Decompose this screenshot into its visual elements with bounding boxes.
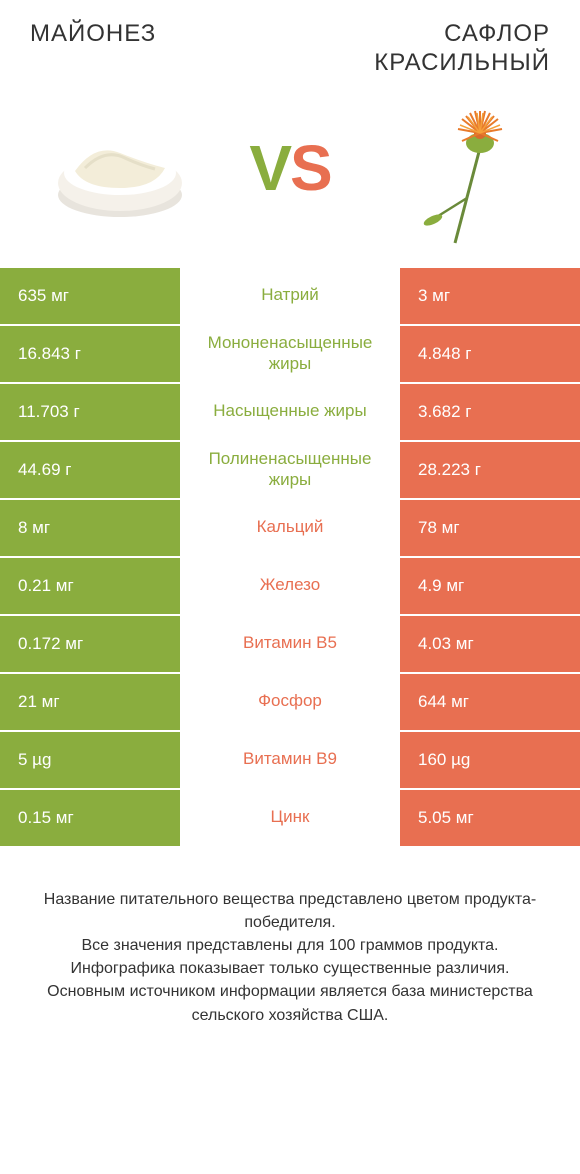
cell-label: Цинк bbox=[180, 790, 400, 846]
cell-label: Фосфор bbox=[180, 674, 400, 730]
cell-right: 4.03 мг bbox=[400, 616, 580, 672]
cell-label: Насыщенные жиры bbox=[180, 384, 400, 440]
cell-left: 0.172 мг bbox=[0, 616, 180, 672]
cell-left: 8 мг bbox=[0, 500, 180, 556]
table-row: 5 µgВитамин B9160 µg bbox=[0, 732, 580, 790]
cell-right: 78 мг bbox=[400, 500, 580, 556]
vs-label: VS bbox=[249, 131, 330, 205]
cell-left: 0.15 мг bbox=[0, 790, 180, 846]
title-right: САФЛОР КРАСИЛЬНЫЙ bbox=[374, 20, 550, 78]
cell-left: 635 мг bbox=[0, 268, 180, 324]
cell-left: 5 µg bbox=[0, 732, 180, 788]
cell-right: 160 µg bbox=[400, 732, 580, 788]
cell-right: 3.682 г bbox=[400, 384, 580, 440]
footer-line-2: Все значения представлены для 100 граммо… bbox=[30, 934, 550, 957]
cell-label: Железо bbox=[180, 558, 400, 614]
title-right-l1: САФЛОР bbox=[444, 20, 550, 47]
footer-line-1: Название питательного вещества представл… bbox=[30, 888, 550, 934]
cell-right: 28.223 г bbox=[400, 442, 580, 498]
title-left: МАЙОНЕЗ bbox=[30, 20, 156, 78]
table-row: 0.172 мгВитамин B54.03 мг bbox=[0, 616, 580, 674]
table-row: 635 мгНатрий3 мг bbox=[0, 268, 580, 326]
table-row: 0.15 мгЦинк5.05 мг bbox=[0, 790, 580, 848]
cell-label: Мононенасыщенные жиры bbox=[180, 326, 400, 382]
mayo-illustration bbox=[40, 88, 200, 248]
cell-label: Полиненасыщенные жиры bbox=[180, 442, 400, 498]
cell-left: 11.703 г bbox=[0, 384, 180, 440]
cell-right: 5.05 мг bbox=[400, 790, 580, 846]
comparison-table: 635 мгНатрий3 мг16.843 гМононенасыщенные… bbox=[0, 268, 580, 848]
cell-label: Витамин B5 bbox=[180, 616, 400, 672]
vs-v: V bbox=[249, 132, 290, 204]
title-right-l2: КРАСИЛЬНЫЙ bbox=[374, 49, 550, 76]
vs-row: VS bbox=[0, 78, 580, 268]
footer-line-4: Основным источником информации является … bbox=[30, 980, 550, 1026]
vs-s: S bbox=[290, 132, 331, 204]
cell-left: 0.21 мг bbox=[0, 558, 180, 614]
cell-left: 21 мг bbox=[0, 674, 180, 730]
footer: Название питательного вещества представл… bbox=[0, 848, 580, 1027]
cell-right: 644 мг bbox=[400, 674, 580, 730]
table-row: 11.703 гНасыщенные жиры3.682 г bbox=[0, 384, 580, 442]
cell-right: 4.9 мг bbox=[400, 558, 580, 614]
cell-right: 3 мг bbox=[400, 268, 580, 324]
cell-label: Витамин B9 bbox=[180, 732, 400, 788]
footer-line-3: Инфографика показывает только существенн… bbox=[30, 957, 550, 980]
table-row: 44.69 гПолиненасыщенные жиры28.223 г bbox=[0, 442, 580, 500]
cell-label: Кальций bbox=[180, 500, 400, 556]
safflower-illustration bbox=[380, 88, 540, 248]
table-row: 8 мгКальций78 мг bbox=[0, 500, 580, 558]
table-row: 0.21 мгЖелезо4.9 мг bbox=[0, 558, 580, 616]
table-row: 21 мгФосфор644 мг bbox=[0, 674, 580, 732]
cell-left: 16.843 г bbox=[0, 326, 180, 382]
table-row: 16.843 гМононенасыщенные жиры4.848 г bbox=[0, 326, 580, 384]
cell-label: Натрий bbox=[180, 268, 400, 324]
header: МАЙОНЕЗ САФЛОР КРАСИЛЬНЫЙ bbox=[0, 0, 580, 78]
cell-right: 4.848 г bbox=[400, 326, 580, 382]
cell-left: 44.69 г bbox=[0, 442, 180, 498]
